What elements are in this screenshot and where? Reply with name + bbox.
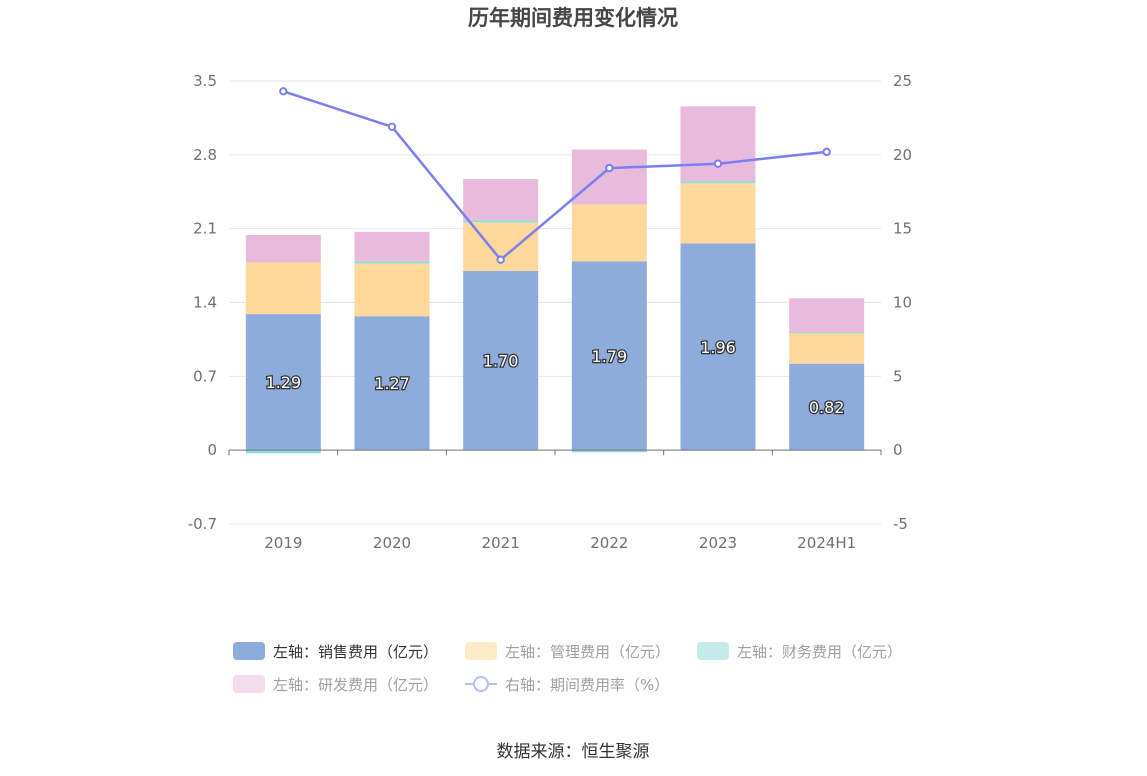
data-label: 1.79 <box>592 347 628 366</box>
line-series <box>279 87 831 264</box>
left-tick-label: 0 <box>207 441 217 459</box>
right-tick-label: 25 <box>893 72 912 90</box>
data-label: 0.82 <box>809 398 845 417</box>
bar-segment <box>463 220 539 223</box>
bar-segment <box>680 243 756 451</box>
right-tick-label: 15 <box>893 220 912 238</box>
bar-segment <box>571 450 647 453</box>
data-label: 1.29 <box>266 373 302 392</box>
bar-segment <box>354 261 430 264</box>
right-tick-label: -5 <box>893 515 908 533</box>
bar-segment <box>354 263 430 317</box>
bar-segment <box>789 298 865 333</box>
rate-line <box>282 90 827 262</box>
bar-segment <box>354 231 430 262</box>
data-label: 1.70 <box>483 352 519 371</box>
x-tick-label: 2023 <box>699 534 737 552</box>
bar-segment <box>571 149 647 205</box>
rate-point <box>605 163 614 173</box>
bar-segment <box>680 181 756 184</box>
bar-segment <box>245 234 321 263</box>
right-tick-label: 0 <box>893 441 903 459</box>
left-tick-label: -0.7 <box>188 515 217 533</box>
bar-segment <box>571 261 647 451</box>
bar-segment <box>463 179 539 221</box>
left-y-axis: -0.7 0 0.7 1.4 2.1 2.8 3.5 <box>188 72 217 533</box>
data-labels: 1.29 1.27 1.70 1.79 1.96 0.82 <box>264 337 845 419</box>
right-tick-label: 5 <box>893 367 903 385</box>
data-label: 1.96 <box>700 338 736 357</box>
legend-swatch <box>697 642 729 660</box>
bar-segment <box>789 333 865 364</box>
bar-series <box>245 106 865 454</box>
rate-point <box>496 255 505 264</box>
x-tick-label: 2021 <box>482 534 520 552</box>
rate-point <box>387 122 397 131</box>
chart-title: 历年期间费用变化情况 <box>468 6 678 30</box>
legend-swatch <box>233 642 265 660</box>
bar-segment <box>245 450 321 454</box>
legend-label: 左轴：研发费用（亿元） <box>273 676 438 694</box>
left-tick-label: 1.4 <box>193 294 217 312</box>
left-tick-label: 0.7 <box>193 367 217 385</box>
bar-segment <box>680 106 756 182</box>
legend-label: 左轴：财务费用（亿元） <box>737 643 902 661</box>
left-tick-label: 3.5 <box>193 72 217 90</box>
legend-swatch <box>233 675 265 693</box>
legend-swatch <box>465 642 497 660</box>
bar-segment <box>463 270 539 451</box>
bar-segment <box>680 183 756 244</box>
left-tick-label: 2.8 <box>193 146 217 164</box>
bar-segment <box>245 262 321 315</box>
bar-segment <box>571 204 647 262</box>
legend-label: 左轴：管理费用（亿元） <box>505 643 670 661</box>
legend: 左轴：销售费用（亿元） 左轴：管理费用（亿元） 左轴：财务费用（亿元） 左轴：研发费用… <box>233 642 902 694</box>
left-tick-label: 2.1 <box>193 220 217 238</box>
rate-point <box>279 87 288 96</box>
legend-swatch-marker <box>473 676 489 692</box>
rate-point <box>822 147 831 157</box>
bar-segment <box>245 314 321 451</box>
right-tick-label: 10 <box>893 294 912 312</box>
bar-segment <box>354 316 430 451</box>
grid-lines <box>229 80 881 525</box>
legend-label: 右轴：期间费用率（%） <box>505 676 669 694</box>
legend-label: 左轴：销售费用（亿元） <box>273 643 438 661</box>
x-tick-label: 2024H1 <box>797 534 856 552</box>
right-y-axis: -5 0 5 10 15 20 25 <box>893 72 912 533</box>
source-note: 数据来源：恒生聚源 <box>497 742 650 762</box>
x-tick-label: 2022 <box>590 534 628 552</box>
x-tick-label: 2019 <box>264 534 302 552</box>
bar-segment <box>789 332 865 334</box>
bar-segment <box>789 363 865 451</box>
x-tick-label: 2020 <box>373 534 411 552</box>
data-label: 1.27 <box>374 374 410 393</box>
rate-point <box>713 159 723 168</box>
x-axis: 2019 2020 2021 2022 2023 2024H1 <box>228 449 882 552</box>
right-tick-label: 20 <box>893 146 912 164</box>
